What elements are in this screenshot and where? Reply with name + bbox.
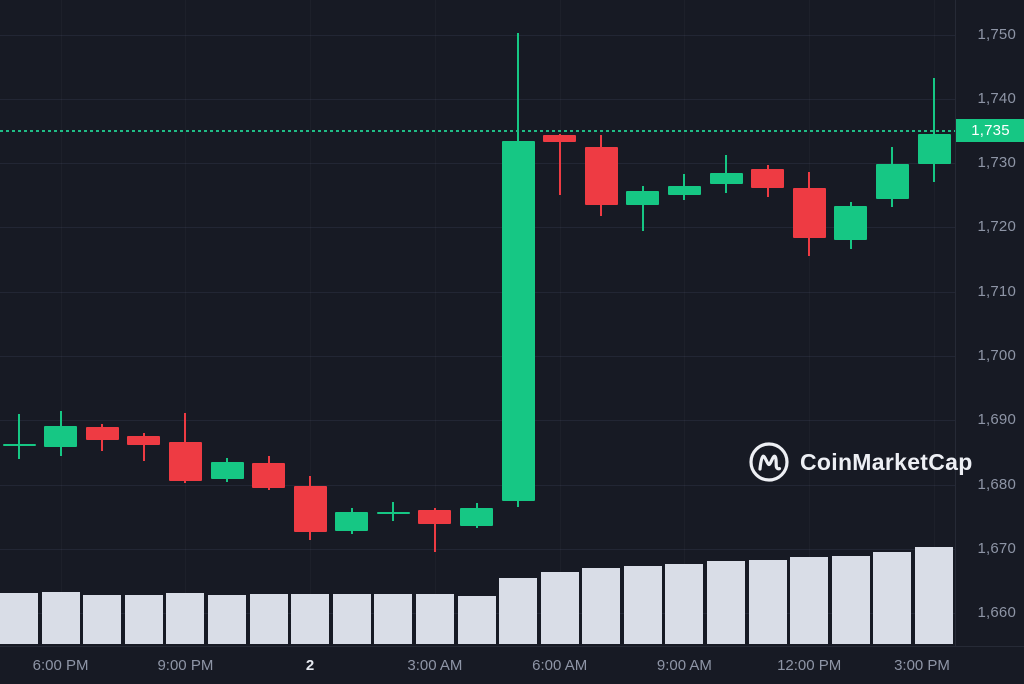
volume-bar [374,594,413,644]
candle-body [168,441,202,481]
volume-bar [707,561,745,644]
volume-bar [166,593,205,644]
volume-bar [415,594,454,644]
candle-body [709,172,743,184]
last-price-badge: 1,735 [956,119,1024,143]
volume-bar [540,572,579,644]
price-tick-label: 1,700 [977,347,1016,364]
price-gridline [0,420,955,422]
candle-body [792,187,826,238]
price-tick-label: 1,750 [977,25,1016,43]
volume-bar [124,595,163,644]
volume-bar [0,593,38,644]
candle-body [875,163,909,200]
candle-body [667,185,701,196]
volume-bar [665,564,704,644]
candle-wick [433,507,436,553]
candle-body [917,133,951,164]
price-gridline [0,227,955,229]
time-gridline [684,0,685,644]
price-tick-label: 1,740 [977,89,1016,107]
candle-body [293,485,327,532]
volume-bar [41,592,80,644]
volume-bar [582,568,621,644]
time-tick-label: 12:00 PM [777,657,842,674]
candle-body [751,168,785,189]
volume-bar [748,560,787,644]
volume-bar [623,566,662,644]
price-tick-label: 1,680 [977,475,1016,493]
price-tick-label: 1,720 [977,218,1016,236]
time-gridline [310,0,311,644]
coinmarketcap-watermark[interactable]: CoinMarketCap [747,440,973,484]
price-tick-label: 1,730 [977,154,1016,172]
volume-bar [915,547,953,644]
candle-body [626,191,660,205]
candle-wick [558,133,561,196]
candle-body [584,147,618,205]
watermark-brand-label: CoinMarketCap [800,448,973,475]
time-axis[interactable]: 6:00 PM 9:00 PM 2 3:00 AM 6:00 AM 9:00 AM 12:0… [0,646,1024,684]
price-tick-label: 1,710 [977,282,1016,300]
price-gridline [0,98,955,100]
time-tick-label: 3:00 PM [894,657,950,674]
candle-body [44,426,78,447]
candle-wick [392,502,395,521]
price-gridline [0,548,955,550]
candle-body [335,511,369,532]
volume-bar [291,594,330,644]
volume-bar [457,596,496,644]
price-tick-label: 1,660 [977,604,1016,622]
volume-bar [83,595,122,644]
price-gridline [0,291,955,293]
candle-body [376,511,410,515]
price-gridline [0,484,955,486]
candle-wick [18,413,20,459]
time-gridline [560,0,561,644]
candle-body [834,205,868,240]
candle-body [210,461,244,479]
volume-bar [499,578,538,644]
volume-bar [332,594,371,644]
volume-bar [831,556,870,644]
coinmarketcap-logo-icon [747,440,791,484]
price-axis[interactable]: 1,735 1,750 1,740 1,730 1,720 1,710 1,700 1,69… [955,0,1024,646]
volume-bar [873,552,912,644]
price-gridline [0,356,955,357]
price-tick-label: 1,670 [977,539,1016,557]
last-price-line [0,129,955,132]
candle-body [460,508,493,526]
candle-body [2,444,36,447]
candle-body [127,436,161,446]
time-gridline [61,0,62,644]
time-tick-label: 2 [305,657,315,674]
price-tick-label: 1,690 [977,411,1016,429]
time-gridline [185,0,186,644]
time-tick-label: 6:00 PM [32,657,89,674]
volume-bar [208,595,246,644]
candle-body [85,427,119,440]
time-gridline [809,0,810,644]
candle-body [418,509,452,524]
candle-body [543,134,577,143]
time-tick-label: 9:00 PM [157,657,214,674]
plot-area[interactable] [0,0,955,646]
time-tick-label: 3:00 AM [407,657,463,674]
candle-wick [641,185,644,231]
volume-bar [790,557,829,644]
time-tick-label: 9:00 AM [656,657,712,674]
time-tick-label: 6:00 AM [532,657,588,674]
candle-wick [142,433,145,462]
candle-body [252,462,285,489]
price-gridline [0,163,955,165]
price-gridline [0,34,955,36]
candle-wick [933,77,935,182]
volume-bar [249,594,288,644]
candle-body [501,140,535,501]
